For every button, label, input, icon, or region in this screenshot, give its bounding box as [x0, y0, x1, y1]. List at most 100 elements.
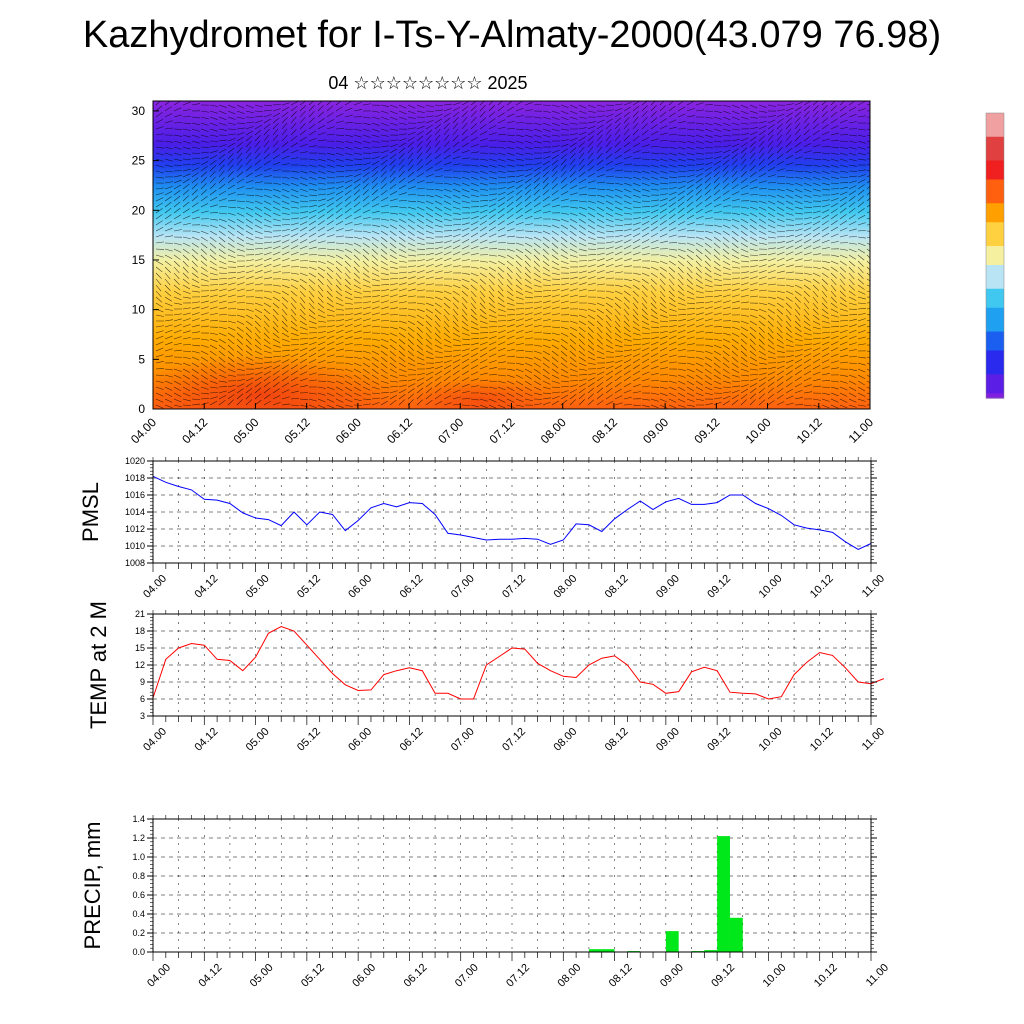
wind-barb	[668, 380, 677, 384]
wind-barb	[299, 200, 308, 203]
wind-barb	[182, 101, 191, 106]
wind-barb	[299, 110, 306, 118]
wind-barb	[443, 218, 452, 222]
wind-barb	[686, 260, 693, 267]
wind-barb	[200, 171, 208, 178]
wind-barb	[155, 272, 162, 279]
colorbar-cell	[986, 179, 1004, 185]
wind-barb	[245, 200, 254, 204]
wind-barb	[632, 116, 639, 124]
wind-barb	[308, 182, 317, 186]
wind-barb	[866, 278, 870, 282]
wind-barb	[623, 332, 632, 337]
wind-barb	[695, 195, 703, 202]
wind-barb	[479, 117, 487, 124]
wind-barb	[353, 101, 362, 106]
wind-barb	[578, 224, 586, 230]
wind-barb	[416, 264, 425, 268]
wind-barb	[704, 325, 713, 328]
wind-barb	[857, 101, 866, 106]
wind-barb	[803, 143, 812, 148]
wind-barb	[722, 332, 731, 336]
wind-barb	[155, 278, 162, 286]
wind-barb	[497, 105, 505, 112]
wind-barb	[767, 387, 775, 394]
wind-barb	[164, 146, 173, 150]
wind-barb	[155, 214, 163, 220]
wind-barb	[623, 223, 632, 226]
wind-barb	[164, 196, 172, 202]
x-tick-label: 10.12	[808, 573, 836, 601]
wind-barb	[785, 382, 793, 388]
wind-barb	[605, 168, 614, 172]
wind-barb	[281, 265, 290, 268]
wind-barb	[344, 272, 351, 280]
wind-barb	[749, 308, 758, 311]
wind-barb	[497, 119, 506, 124]
wind-barb	[434, 308, 442, 315]
wind-barb	[398, 344, 406, 351]
wind-barb	[173, 318, 182, 322]
wind-barb	[776, 332, 784, 339]
wind-barb	[812, 215, 821, 220]
wind-barb	[344, 254, 352, 261]
wind-barb	[713, 338, 722, 342]
wind-barb	[785, 176, 794, 178]
wind-barb	[479, 170, 488, 174]
wind-barb	[209, 128, 218, 132]
wind-barb	[434, 134, 441, 142]
wind-barb	[596, 188, 605, 190]
wind-barb	[371, 122, 380, 126]
wind-barb	[695, 230, 704, 232]
y-tick-label: 1008	[125, 558, 145, 568]
wind-barb	[218, 190, 227, 196]
wind-barb	[749, 152, 756, 160]
wind-barb	[209, 230, 218, 236]
wind-barb	[326, 248, 335, 251]
wind-barb	[290, 111, 297, 118]
wind-barb	[380, 122, 389, 126]
wind-barb	[848, 278, 855, 286]
wind-barb	[785, 402, 794, 406]
wind-barb	[587, 224, 596, 230]
wind-barb	[668, 234, 677, 238]
wind-barb	[263, 224, 272, 228]
wind-barb	[542, 295, 551, 298]
wind-barb	[335, 152, 344, 156]
wind-barb	[569, 164, 576, 172]
wind-barb	[425, 296, 434, 299]
wind-barb	[803, 308, 810, 316]
wind-barb	[236, 178, 244, 184]
wind-barb	[209, 116, 218, 120]
wind-barb	[659, 330, 668, 334]
wind-barb	[380, 197, 389, 202]
wind-barb	[794, 349, 803, 352]
wind-barb	[605, 326, 612, 334]
wind-barb	[299, 176, 308, 180]
wind-barb	[434, 153, 442, 160]
wind-barb	[749, 326, 757, 333]
wind-barb	[578, 230, 586, 236]
wind-barb	[227, 394, 235, 400]
wind-barb	[641, 206, 650, 208]
wind-barb	[488, 132, 497, 136]
wind-barb	[722, 288, 731, 292]
wind-barb	[326, 202, 334, 208]
wind-barb	[218, 356, 226, 363]
wind-barb	[677, 335, 686, 340]
wind-barb	[344, 164, 353, 166]
wind-barb	[695, 350, 704, 353]
wind-barb	[245, 314, 254, 320]
wind-barb	[245, 259, 254, 262]
wind-barb	[182, 195, 190, 202]
wind-barb	[281, 218, 291, 220]
wind-barb	[668, 290, 675, 297]
wind-barb	[848, 158, 857, 162]
wind-barb	[335, 260, 343, 267]
precip-bar	[729, 917, 743, 952]
wind-barb	[578, 248, 587, 252]
wind-barb	[596, 174, 605, 178]
wind-barb	[272, 271, 281, 274]
wind-barb	[326, 158, 335, 162]
wind-barb	[209, 380, 218, 384]
